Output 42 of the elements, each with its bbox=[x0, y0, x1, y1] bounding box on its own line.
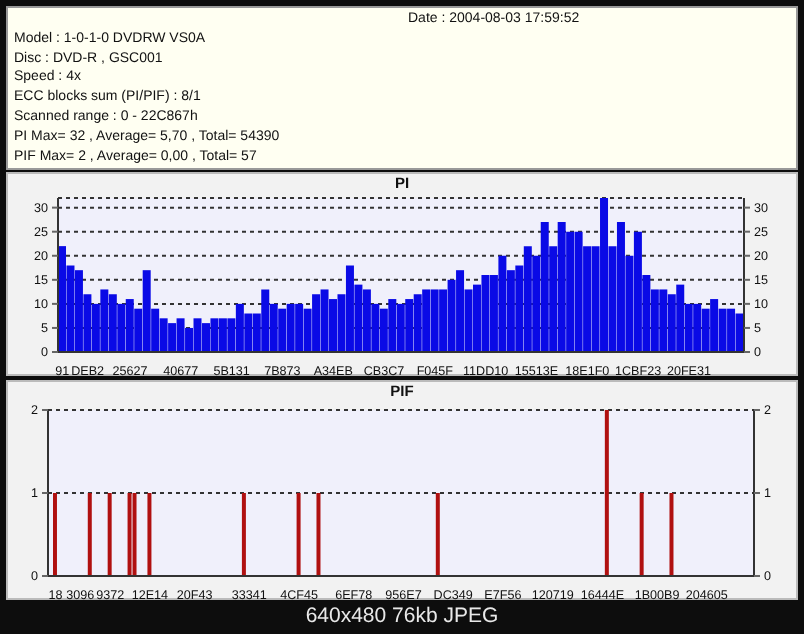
bar bbox=[676, 284, 685, 352]
bar bbox=[168, 323, 177, 352]
bar bbox=[345, 265, 354, 352]
bar bbox=[540, 222, 549, 352]
bar bbox=[176, 318, 185, 352]
bar bbox=[235, 303, 244, 352]
bar bbox=[295, 303, 304, 352]
bar bbox=[388, 299, 397, 352]
bar bbox=[193, 318, 202, 352]
bar bbox=[659, 289, 668, 352]
bar bbox=[320, 289, 329, 352]
bar bbox=[286, 303, 295, 352]
bar bbox=[481, 275, 490, 352]
bar bbox=[108, 294, 117, 352]
bar bbox=[362, 289, 371, 352]
bar bbox=[142, 270, 151, 352]
bar bbox=[633, 231, 642, 352]
bar bbox=[201, 323, 210, 352]
bar bbox=[727, 308, 736, 352]
bar bbox=[278, 308, 287, 352]
bar bbox=[218, 318, 227, 352]
bar bbox=[261, 289, 270, 352]
bar bbox=[557, 222, 566, 352]
bar bbox=[74, 270, 83, 352]
bar bbox=[498, 255, 507, 352]
bar bbox=[574, 231, 583, 352]
bar bbox=[600, 198, 609, 352]
bar bbox=[616, 222, 625, 352]
bar bbox=[430, 289, 439, 352]
text: 640x480 76kb JPEG bbox=[303, 604, 501, 628]
bar bbox=[456, 270, 465, 352]
bar bbox=[125, 299, 134, 352]
bar bbox=[693, 303, 702, 352]
bar bbox=[312, 294, 321, 352]
bar bbox=[413, 294, 422, 352]
bar bbox=[710, 299, 719, 352]
bar bbox=[396, 303, 405, 352]
bar bbox=[100, 289, 109, 352]
bar bbox=[422, 289, 431, 352]
bar bbox=[210, 318, 219, 352]
bar bbox=[405, 299, 414, 352]
bar bbox=[523, 246, 532, 352]
